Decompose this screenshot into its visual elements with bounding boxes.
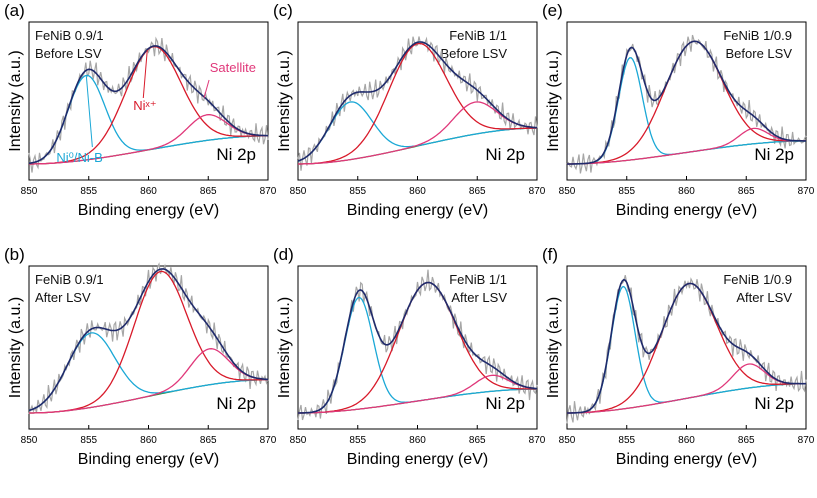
panel-d: (d) Intensity (a.u.) 850 855 860 865 870 Bindin… [273, 245, 546, 468]
x-tick-label: 850 [290, 186, 307, 197]
condition-label: Before LSV [441, 46, 508, 61]
x-tick-label: 855 [349, 186, 366, 197]
y-axis-label: Intensity (a.u.) [545, 297, 562, 398]
peak-satellite-line [567, 127, 806, 165]
x-tick-label: 860 [409, 186, 426, 197]
envelope-line [567, 278, 806, 414]
panel-label: (e) [542, 1, 563, 20]
x-axis-label: Binding energy (eV) [78, 451, 219, 468]
satellite-pointer [203, 79, 210, 98]
envelope-line [298, 281, 538, 414]
x-tick-label: 855 [618, 186, 635, 197]
nix-pointer [142, 50, 148, 99]
x-tick-label: 850 [21, 186, 38, 197]
x-tick-label: 870 [529, 186, 546, 197]
sample-label: FeNiB 0.9/1 [35, 28, 104, 43]
x-tick-label: 860 [140, 186, 157, 197]
x-tick-label: 860 [678, 435, 695, 446]
peak-satellite-line [298, 374, 538, 414]
x-tick-label: 870 [798, 186, 815, 197]
x-axis-label: Binding energy (eV) [347, 451, 488, 468]
envelope-line [28, 268, 269, 412]
envelope-line [297, 41, 538, 162]
x-tick-label: 865 [738, 435, 755, 446]
panel-label: (b) [4, 245, 25, 264]
peak-satellite-line [29, 114, 269, 165]
panel-f: (f) Intensity (a.u.) 850 855 860 865 870 Bindin… [542, 245, 815, 468]
peak-nix-line [298, 42, 537, 165]
panel-a: (a) Intensity (a.u.) 850 855 860 865 870 Bindin… [4, 1, 277, 219]
peak-satellite-line [298, 101, 538, 165]
sample-label: FeNiB 1/1 [449, 272, 507, 287]
x-axis-label: Binding energy (eV) [347, 202, 488, 219]
x-axis-label: Binding energy (eV) [616, 202, 757, 219]
x-tick-label: 870 [529, 435, 546, 446]
x-axis-label: Binding energy (eV) [616, 451, 757, 468]
y-axis-label: Intensity (a.u.) [7, 50, 24, 151]
panel-label: (c) [273, 1, 293, 20]
panel-c: (c) Intensity (a.u.) 850 855 860 865 870 Bindin… [273, 1, 546, 219]
panel-label: (d) [273, 245, 294, 264]
y-axis-label: Intensity (a.u.) [545, 50, 562, 151]
x-tick-label: 870 [260, 435, 277, 446]
panel-label: (a) [4, 1, 25, 20]
element-label: Ni 2p [216, 145, 256, 164]
x-tick-label: 860 [678, 186, 695, 197]
x-tick-label: 855 [80, 435, 97, 446]
ni0-pointer [85, 76, 93, 148]
x-tick-label: 865 [469, 435, 486, 446]
x-tick-label: 850 [559, 186, 576, 197]
y-axis-label: Intensity (a.u.) [276, 50, 293, 151]
x-tick-label: 865 [200, 186, 217, 197]
element-label: Ni 2p [485, 394, 525, 413]
condition-label: After LSV [35, 290, 91, 305]
peak-satellite-line [567, 363, 806, 414]
sample-label: FeNiB 0.9/1 [35, 272, 104, 287]
raw-data-line [297, 36, 538, 171]
x-tick-label: 855 [80, 186, 97, 197]
x-axis-label: Binding energy (eV) [78, 202, 219, 219]
y-axis-label: Intensity (a.u.) [276, 297, 293, 398]
y-axis-label: Intensity (a.u.) [7, 297, 24, 398]
envelope-line [28, 45, 269, 165]
element-label: Ni 2p [216, 394, 256, 413]
condition-label: After LSV [451, 290, 507, 305]
ni0-annotation: Ni⁰/Ni-B [56, 150, 102, 165]
panel-b: (b) Intensity (a.u.) 850 855 860 865 870 Bindin… [4, 245, 277, 468]
x-tick-label: 865 [469, 186, 486, 197]
x-tick-label: 860 [140, 435, 157, 446]
x-tick-label: 855 [618, 435, 635, 446]
nix-annotation: Niˣ⁺ [133, 98, 156, 113]
element-label: Ni 2p [754, 145, 794, 164]
x-tick-label: 865 [738, 186, 755, 197]
x-tick-label: 870 [260, 186, 277, 197]
x-tick-label: 865 [200, 435, 217, 446]
x-tick-label: 850 [21, 435, 38, 446]
x-tick-label: 860 [409, 435, 426, 446]
condition-label: Before LSV [35, 46, 102, 61]
satellite-annotation: Satellite [210, 60, 256, 75]
panel-e: (e) Intensity (a.u.) 850 855 860 865 870 Bindin… [542, 1, 815, 219]
x-tick-label: 850 [559, 435, 576, 446]
sample-label: FeNiB 1/1 [449, 28, 507, 43]
x-tick-label: 850 [290, 435, 307, 446]
element-label: Ni 2p [754, 394, 794, 413]
sample-label: FeNiB 1/0.9 [723, 28, 792, 43]
envelope-line [567, 40, 806, 165]
x-tick-label: 855 [349, 435, 366, 446]
panel-label: (f) [542, 245, 558, 264]
element-label: Ni 2p [485, 145, 525, 164]
condition-label: Before LSV [726, 46, 793, 61]
condition-label: After LSV [736, 290, 792, 305]
x-tick-label: 870 [798, 435, 815, 446]
sample-label: FeNiB 1/0.9 [723, 272, 792, 287]
peak-satellite-line [29, 348, 269, 414]
